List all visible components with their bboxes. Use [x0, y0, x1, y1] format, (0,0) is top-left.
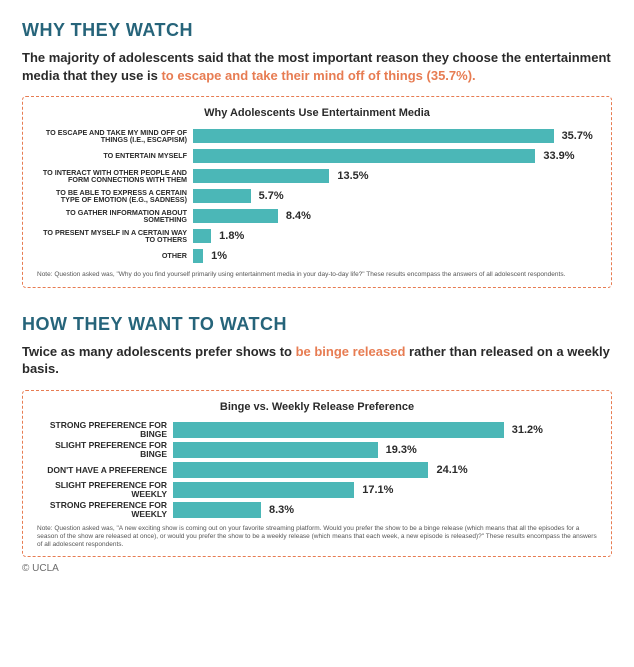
bar-label: SLIGHT PREFERENCE FOR BINGE	[37, 441, 173, 459]
chart-row: TO ESCAPE AND TAKE MY MIND OFF OF THINGS…	[37, 127, 597, 145]
chart2-rows: STRONG PREFERENCE FOR BINGE 31.2% SLIGHT P…	[37, 421, 597, 519]
bar-track: 17.1%	[173, 482, 597, 498]
chart-row: TO BE ABLE TO EXPRESS A CERTAIN TYPE OF …	[37, 187, 597, 205]
chart-row: SLIGHT PREFERENCE FOR BINGE 19.3%	[37, 441, 597, 459]
section1-intro-highlight: to escape and take their mind off of thi…	[161, 68, 475, 83]
bar-value: 35.7%	[562, 130, 593, 142]
bar-value: 8.3%	[269, 504, 294, 516]
bar	[173, 502, 261, 518]
bar-track: 1%	[193, 249, 597, 263]
chart-row: TO PRESENT MYSELF IN A CERTAIN WAY TO OT…	[37, 227, 597, 245]
bar	[173, 422, 504, 438]
bar	[173, 442, 378, 458]
section2-intro-highlight: be binge released	[296, 344, 406, 359]
bar	[193, 189, 251, 203]
section2-title: HOW THEY WANT TO WATCH	[22, 314, 612, 335]
bar-value: 33.9%	[543, 150, 574, 162]
chart2-title: Binge vs. Weekly Release Preference	[37, 401, 597, 413]
bar-track: 8.3%	[173, 502, 597, 518]
bar	[193, 129, 554, 143]
chart-row: TO INTERACT WITH OTHER PEOPLE AND FORM C…	[37, 167, 597, 185]
bar-value: 1%	[211, 250, 227, 262]
bar-track: 13.5%	[193, 169, 597, 183]
bar	[193, 169, 329, 183]
bar-label: TO ENTERTAIN MYSELF	[37, 152, 193, 160]
bar-track: 19.3%	[173, 442, 597, 458]
bar-track: 5.7%	[193, 189, 597, 203]
bar-label: SLIGHT PREFERENCE FOR WEEKLY	[37, 481, 173, 499]
section2-intro: Twice as many adolescents prefer shows t…	[22, 343, 612, 378]
section1-intro: The majority of adolescents said that th…	[22, 49, 612, 84]
chart2-note: Note: Question asked was, "A new excitin…	[37, 525, 597, 548]
chart-row: STRONG PREFERENCE FOR WEEKLY 8.3%	[37, 501, 597, 519]
chart-row: DON'T HAVE A PREFERENCE 24.1%	[37, 461, 597, 479]
bar-value: 31.2%	[512, 424, 543, 436]
chart1-note: Note: Question asked was, "Why do you fi…	[37, 271, 597, 279]
source-credit: © UCLA	[22, 563, 612, 574]
chart-row: TO ENTERTAIN MYSELF 33.9%	[37, 147, 597, 165]
bar-label: TO GATHER INFORMATION ABOUT SOMETHING	[37, 209, 193, 224]
chart-row: SLIGHT PREFERENCE FOR WEEKLY 17.1%	[37, 481, 597, 499]
section2-intro-pre: Twice as many adolescents prefer shows t…	[22, 344, 296, 359]
bar-value: 24.1%	[436, 464, 467, 476]
bar-label: TO ESCAPE AND TAKE MY MIND OFF OF THINGS…	[37, 129, 193, 144]
bar	[193, 149, 535, 163]
bar-label: STRONG PREFERENCE FOR BINGE	[37, 421, 173, 439]
bar-label: STRONG PREFERENCE FOR WEEKLY	[37, 501, 173, 519]
bar-track: 31.2%	[173, 422, 597, 438]
bar-label: DON'T HAVE A PREFERENCE	[37, 466, 173, 475]
bar-value: 8.4%	[286, 210, 311, 222]
bar-value: 19.3%	[386, 444, 417, 456]
chart1-box: Why Adolescents Use Entertainment Media …	[22, 96, 612, 288]
chart-row: STRONG PREFERENCE FOR BINGE 31.2%	[37, 421, 597, 439]
section1-title: WHY THEY WATCH	[22, 20, 612, 41]
bar-value: 13.5%	[337, 170, 368, 182]
bar-track: 24.1%	[173, 462, 597, 478]
bar-track: 8.4%	[193, 209, 597, 223]
bar-track: 35.7%	[193, 129, 597, 143]
bar	[193, 209, 278, 223]
bar	[173, 462, 428, 478]
bar-value: 17.1%	[362, 484, 393, 496]
chart1-title: Why Adolescents Use Entertainment Media	[37, 107, 597, 119]
bar-value: 1.8%	[219, 230, 244, 242]
bar-track: 1.8%	[193, 229, 597, 243]
bar-label: OTHER	[37, 252, 193, 260]
bar-label: TO INTERACT WITH OTHER PEOPLE AND FORM C…	[37, 169, 193, 184]
bar-label: TO PRESENT MYSELF IN A CERTAIN WAY TO OT…	[37, 229, 193, 244]
chart2-box: Binge vs. Weekly Release Preference STRO…	[22, 390, 612, 557]
bar-track: 33.9%	[193, 149, 597, 163]
bar-label: TO BE ABLE TO EXPRESS A CERTAIN TYPE OF …	[37, 189, 193, 204]
bar	[193, 229, 211, 243]
bar	[173, 482, 354, 498]
bar	[193, 249, 203, 263]
chart-row: OTHER 1%	[37, 247, 597, 265]
chart1-rows: TO ESCAPE AND TAKE MY MIND OFF OF THINGS…	[37, 127, 597, 265]
bar-value: 5.7%	[259, 190, 284, 202]
chart-row: TO GATHER INFORMATION ABOUT SOMETHING 8.4…	[37, 207, 597, 225]
